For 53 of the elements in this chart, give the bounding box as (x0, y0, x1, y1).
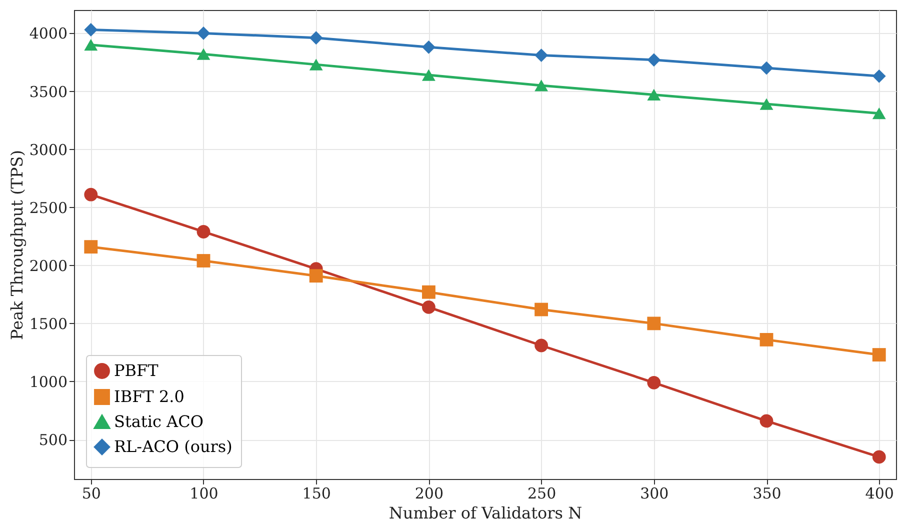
point (196, 26, 210, 40)
x-tick-label: 200 (414, 484, 444, 502)
point (760, 61, 774, 75)
y-tick-label: 4000 (29, 24, 68, 43)
x-tick-label: 50 (82, 484, 101, 502)
x-tick-label: 100 (190, 484, 218, 502)
point (534, 302, 548, 316)
point (760, 332, 774, 346)
y-tick-label: 2000 (29, 256, 68, 275)
point (534, 80, 548, 92)
point (760, 414, 774, 428)
point (84, 39, 98, 51)
legend-label: PBFT (114, 361, 159, 380)
legend-label: IBFT 2.0 (114, 387, 184, 406)
y-axis-title: Peak Throughput (TPS) (7, 150, 26, 340)
point (309, 31, 323, 45)
point (647, 53, 661, 67)
point (422, 300, 436, 314)
legend-label: RL-ACO (ours) (114, 437, 232, 456)
y-tick-label: 3500 (29, 82, 68, 101)
point (422, 69, 436, 81)
point (534, 338, 548, 352)
point (872, 108, 886, 120)
y-tick-label: 1000 (29, 372, 68, 391)
point (196, 254, 210, 268)
point (647, 88, 661, 101)
point (309, 58, 323, 70)
x-tick-label: 250 (527, 484, 556, 502)
y-tick-label: 2500 (29, 198, 68, 217)
point (196, 225, 210, 238)
x-tick-label: 150 (302, 484, 331, 502)
x-tick-label: 400 (865, 484, 894, 502)
point (84, 240, 98, 254)
point (309, 269, 323, 283)
legend-label: Static ACO (114, 412, 204, 431)
x-axis-title: Number of Validators N (388, 504, 582, 522)
y-tick-label: 500 (38, 431, 68, 450)
point (872, 348, 886, 362)
point (422, 285, 436, 299)
y-tick-label: 1500 (29, 314, 68, 333)
point (84, 188, 98, 202)
point (760, 98, 774, 110)
point (647, 316, 661, 330)
point (534, 48, 548, 62)
point (872, 450, 886, 464)
point (647, 376, 661, 390)
y-tick-label: 3000 (29, 140, 68, 159)
point (84, 23, 98, 36)
point (872, 69, 886, 83)
x-tick-label: 350 (752, 484, 782, 502)
point (422, 40, 436, 54)
point (196, 48, 210, 60)
x-tick-label: 300 (640, 484, 669, 502)
